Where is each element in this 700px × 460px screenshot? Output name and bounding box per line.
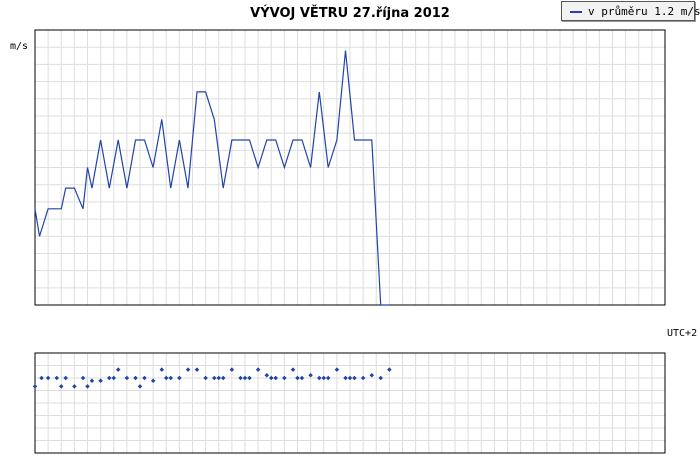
direction-point	[378, 375, 383, 381]
direction-point	[343, 375, 348, 381]
direction-plot-frame	[34, 352, 666, 454]
direction-point	[273, 375, 278, 381]
chart-legend: v průměru 1.2 m/s	[561, 1, 700, 21]
direction-point	[255, 367, 261, 372]
direction-point	[137, 384, 143, 389]
direction-point	[159, 367, 165, 372]
direction-point	[325, 375, 331, 381]
direction-point	[242, 375, 248, 381]
y-unit-label: m/s	[10, 41, 28, 52]
legend-swatch	[570, 11, 582, 13]
direction-point	[317, 375, 322, 381]
direction-point	[308, 372, 313, 378]
direction-point	[185, 367, 191, 372]
direction-frame-rect	[34, 352, 666, 454]
speed-series	[34, 50, 390, 306]
direction-point	[369, 372, 375, 378]
direction-point	[203, 375, 208, 381]
direction-point	[229, 367, 235, 372]
direction-point	[212, 375, 217, 381]
direction-point	[268, 375, 274, 381]
direction-point	[177, 375, 182, 381]
direction-point	[115, 367, 121, 372]
speed-line	[34, 50, 390, 306]
x-axis-timezone-label: UTC+2	[667, 328, 697, 339]
direction-point	[216, 375, 222, 381]
direction-point	[352, 375, 357, 381]
direction-point	[133, 375, 138, 381]
direction-point	[295, 375, 300, 381]
direction-point	[163, 375, 169, 381]
direction-point	[347, 375, 353, 381]
direction-point	[290, 367, 296, 372]
chart-title: VÝVOJ VĚTRU 27.října 2012	[250, 5, 450, 21]
direction-point	[321, 375, 327, 381]
direction-point	[150, 378, 156, 384]
direction-point	[334, 367, 340, 372]
direction-point	[360, 375, 366, 381]
speed-frame-rect	[34, 29, 666, 306]
direction-point	[299, 375, 305, 381]
direction-point	[387, 367, 392, 372]
direction-point	[238, 375, 243, 381]
speed-plot-frame	[34, 29, 666, 306]
direction-point	[282, 375, 287, 381]
direction-point	[264, 372, 270, 378]
direction-point	[124, 375, 130, 381]
legend-label: v průměru 1.2 m/s	[588, 5, 700, 18]
